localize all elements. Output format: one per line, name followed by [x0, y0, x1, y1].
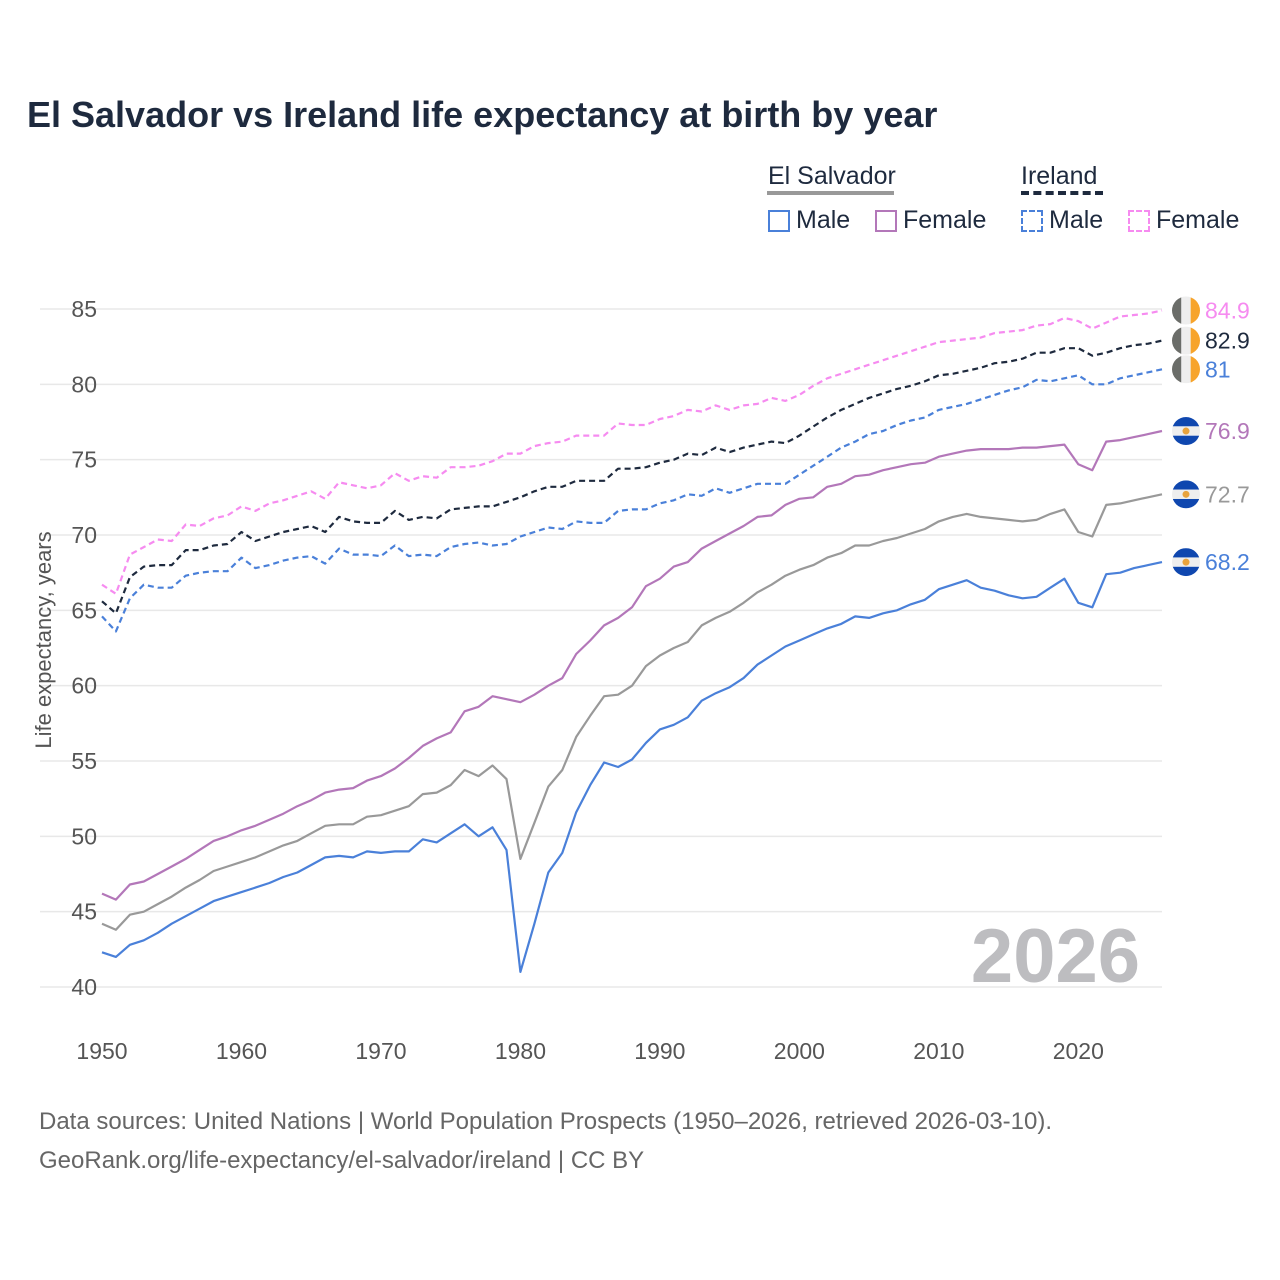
x-tick-label: 1970: [355, 1038, 406, 1064]
legend-label: Male: [796, 206, 851, 234]
series-line-ireland-total[interactable]: [101, 339, 1163, 615]
y-axis-ticks: 40 45 50 55 60 65 70 75 80 85: [71, 296, 97, 1000]
series-line-el-salvador-female[interactable]: [101, 429, 1163, 901]
legend-swatch: [875, 209, 897, 232]
series-lines: [101, 309, 1163, 973]
legend-heading-el-salvador: El Salvador: [768, 162, 896, 190]
x-axis-ticks: 1950 1960 1970 1980 1990 2000 2010 2020: [76, 1038, 1103, 1064]
el-salvador-flag-icon: [1172, 548, 1200, 577]
end-value-label: 68.2: [1205, 549, 1250, 575]
series-line-el-salvador-total[interactable]: [101, 493, 1163, 931]
y-tick-label: 85: [71, 296, 97, 322]
end-value-label: 72.7: [1205, 481, 1250, 507]
y-tick-label: 50: [71, 823, 97, 849]
ireland-flag-icon: [1172, 296, 1200, 325]
x-tick-label: 1990: [634, 1038, 685, 1064]
x-tick-label: 1960: [216, 1038, 267, 1064]
end-value-label: 82.9: [1205, 328, 1250, 354]
legend-item-el-salvador-female[interactable]: Female: [875, 206, 986, 235]
chart-title: El Salvador vs Ireland life expectancy a…: [27, 94, 938, 135]
el-salvador-flag-icon: [1172, 417, 1200, 446]
legend-item-el-salvador-male[interactable]: Male: [768, 206, 850, 235]
legend-swatch: [1128, 209, 1150, 232]
series-line-el-salvador-male[interactable]: [101, 561, 1163, 973]
x-tick-label: 2010: [913, 1038, 964, 1064]
legend-item-ireland-female[interactable]: Female: [1128, 206, 1239, 235]
footer-source: Data sources: United Nations | World Pop…: [39, 1108, 1053, 1135]
y-axis-label: Life expectancy, years: [31, 531, 56, 748]
year-watermark: 2026: [971, 914, 1140, 999]
legend-underline-ireland: [1021, 191, 1103, 195]
legend-swatch: [1021, 209, 1043, 232]
legend-underline-el-salvador: [767, 191, 894, 195]
ireland-flag-icon: [1172, 326, 1200, 355]
y-tick-label: 75: [71, 447, 97, 473]
x-tick-label: 2020: [1053, 1038, 1104, 1064]
legend-label: Female: [903, 206, 987, 234]
y-tick-label: 45: [71, 899, 97, 925]
legend-label: Female: [1156, 206, 1240, 234]
ireland-flag-icon: [1172, 355, 1200, 384]
end-labels: 84.9 82.981 76.9 72.7 68.2: [1172, 296, 1250, 577]
footer-link[interactable]: GeoRank.org/life-expectancy/el-salvador/…: [39, 1147, 645, 1174]
series-line-ireland-male[interactable]: [101, 368, 1163, 633]
gridlines: [40, 308, 1162, 988]
y-tick-label: 40: [71, 974, 97, 1000]
y-tick-label: 65: [71, 597, 97, 623]
end-value-label: 81: [1205, 356, 1231, 382]
y-tick-label: 80: [71, 371, 97, 397]
x-tick-label: 1980: [495, 1038, 546, 1064]
line-chart: 40 45 50 55 60 65 70 75 80 85 1950 1960 1970 1980 199…: [31, 296, 1250, 1064]
y-tick-label: 70: [71, 522, 97, 548]
legend-label: Male: [1049, 206, 1104, 234]
legend-item-ireland-male[interactable]: Male: [1021, 206, 1103, 235]
end-value-label: 76.9: [1205, 418, 1250, 444]
legend-heading-ireland: Ireland: [1021, 162, 1098, 190]
x-tick-label: 2000: [774, 1038, 825, 1064]
x-tick-label: 1950: [76, 1038, 127, 1064]
el-salvador-flag-icon: [1172, 480, 1200, 509]
series-line-ireland-female[interactable]: [101, 309, 1163, 595]
end-value-label: 84.9: [1205, 298, 1250, 324]
y-tick-label: 60: [71, 673, 97, 699]
y-tick-label: 55: [71, 748, 97, 774]
legend-swatch: [768, 209, 790, 232]
